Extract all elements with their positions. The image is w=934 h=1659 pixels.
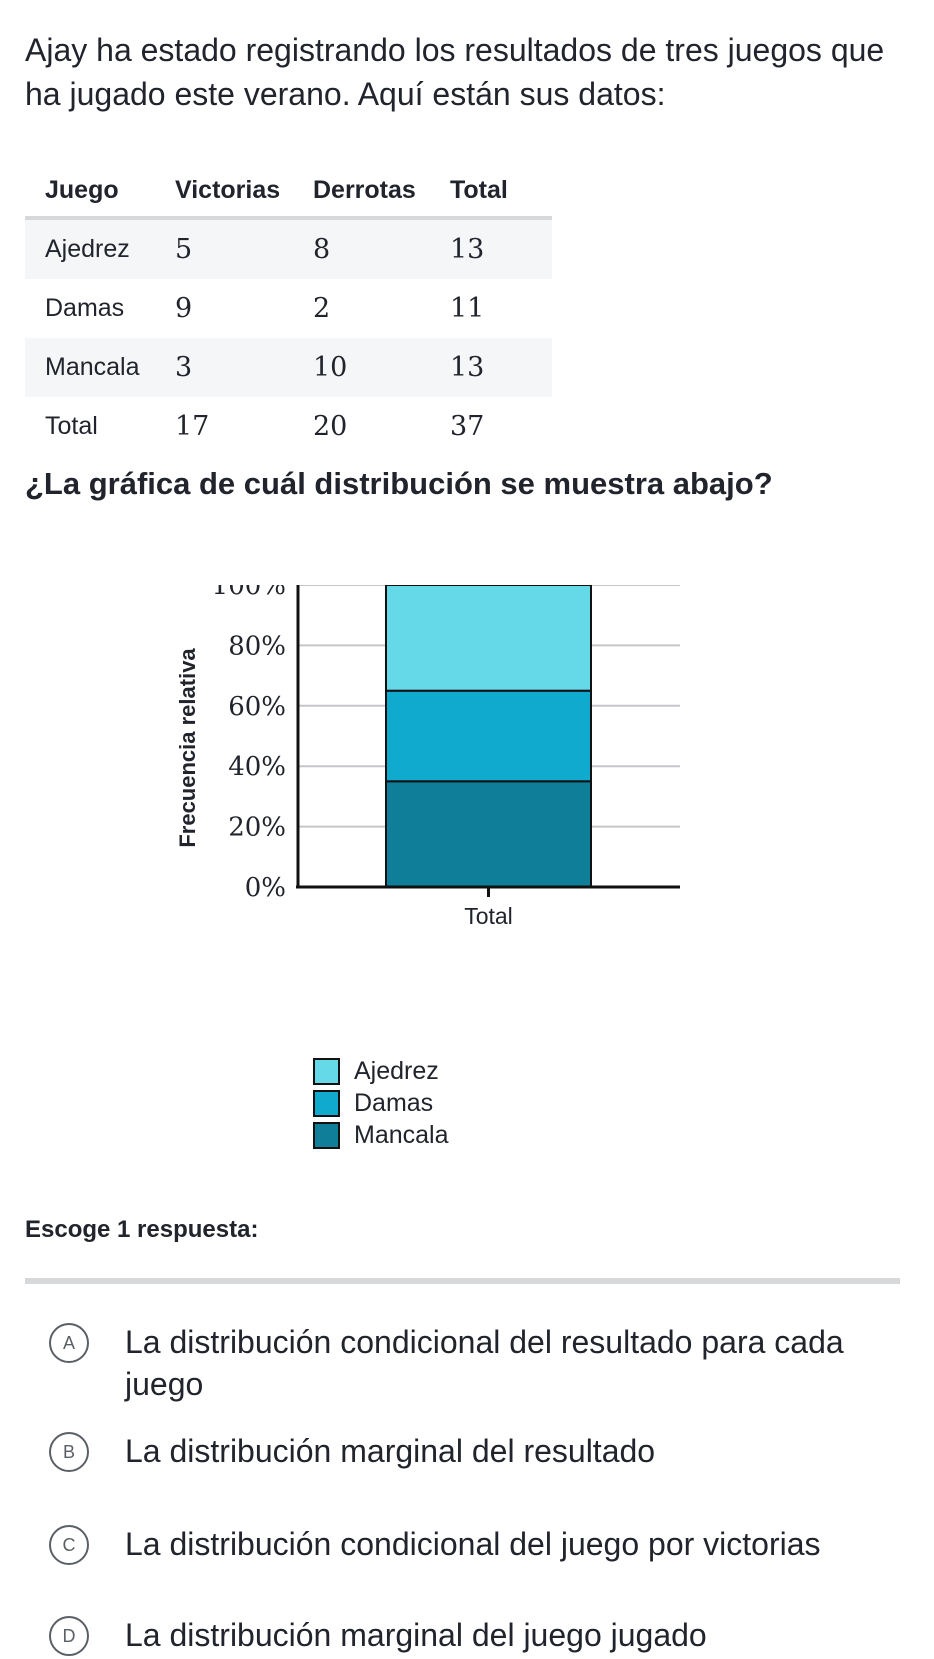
bar-segment-damas — [385, 689, 592, 783]
table-cell: 5 — [155, 218, 293, 279]
table-cell: 8 — [293, 218, 430, 279]
stacked-bar-chart: 0% 20% 40% 60% 80% 100% Total Frecuencia relati… — [175, 585, 680, 929]
table-cell: 9 — [175, 293, 193, 324]
table-cell: Mancala — [25, 338, 155, 397]
intro-text: Ajay ha estado registrando los resultado… — [25, 32, 885, 112]
choice-text-b: La distribución marginal del resultado — [125, 1433, 656, 1469]
table-row: Total 17 20 37 — [25, 397, 552, 456]
y-tick-label: 60% — [228, 692, 286, 722]
table-cell: 3 — [155, 338, 293, 397]
column-header: Juego — [25, 164, 155, 220]
legend-item-mancala: Mancala — [313, 1119, 449, 1151]
legend-swatch — [313, 1057, 340, 1085]
choice-letter-c: C — [49, 1525, 89, 1565]
table-cell: 13 — [430, 218, 552, 279]
choice-text-a: La distribución condicional del resultad… — [125, 1324, 844, 1402]
y-axis-label: Frecuencia relativa — [175, 648, 200, 848]
choice-letter-d: D — [49, 1616, 89, 1656]
column-header: Victorias — [155, 164, 293, 220]
table-cell: 37 — [450, 411, 485, 442]
answer-prompt: Escoge 1 respuesta: — [25, 1216, 259, 1243]
table-cell: Damas — [45, 294, 125, 322]
choice-letter-b: B — [49, 1432, 89, 1472]
choice-a[interactable]: A La distribución condicional del result… — [25, 1305, 900, 1402]
table-row: Ajedrez 5 8 13 — [25, 218, 552, 279]
y-tick-label: 100% — [212, 585, 286, 601]
column-header: Total — [430, 164, 552, 220]
divider — [25, 1278, 900, 1284]
legend-item-damas: Damas — [313, 1087, 449, 1119]
table-row: Damas 9 2 11 — [25, 279, 552, 338]
legend-label: Damas — [354, 1088, 434, 1117]
table-cell: 20 — [313, 411, 348, 442]
table-cell: 13 — [430, 338, 552, 397]
table-header-row: Juego Victorias Derrotas Total — [25, 164, 552, 220]
x-tick-label: Total — [464, 903, 513, 929]
table-cell: 2 — [313, 293, 331, 324]
y-tick-label: 0% — [245, 873, 286, 903]
legend-swatch — [313, 1089, 340, 1117]
table-row: Mancala 3 10 13 — [25, 338, 552, 397]
table-cell: 17 — [175, 411, 210, 442]
bar-segment-ajedrez — [385, 585, 592, 692]
choice-text-c: La distribución condicional del juego po… — [125, 1526, 821, 1562]
choice-b[interactable]: B La distribución marginal del resultado — [25, 1414, 900, 1494]
choice-d[interactable]: D La distribución marginal del juego jug… — [25, 1598, 900, 1658]
choice-c[interactable]: C La distribución condicional del juego … — [25, 1507, 900, 1587]
y-tick-label: 20% — [228, 813, 286, 843]
question-text: ¿La gráfica de cuál distribución se mues… — [25, 466, 773, 501]
legend-label: Ajedrez — [354, 1056, 439, 1085]
table-cell: 11 — [450, 293, 485, 324]
choice-text-d: La distribución marginal del juego jugad… — [125, 1617, 707, 1653]
table-cell: 10 — [293, 338, 430, 397]
y-tick-label: 80% — [228, 631, 286, 661]
data-table: Juego Victorias Derrotas Total Ajedrez 5… — [25, 164, 552, 456]
bar-segment-mancala — [385, 780, 592, 888]
table-cell: Ajedrez — [25, 218, 155, 279]
column-header: Derrotas — [293, 164, 430, 220]
legend-swatch — [313, 1121, 340, 1149]
choice-letter-a: A — [49, 1323, 89, 1363]
chart-legend: Ajedrez Damas Mancala — [313, 1055, 449, 1151]
y-tick-label: 40% — [228, 752, 286, 782]
table-cell: Total — [45, 412, 98, 440]
legend-label: Mancala — [354, 1120, 449, 1149]
legend-item-ajedrez: Ajedrez — [313, 1055, 449, 1087]
